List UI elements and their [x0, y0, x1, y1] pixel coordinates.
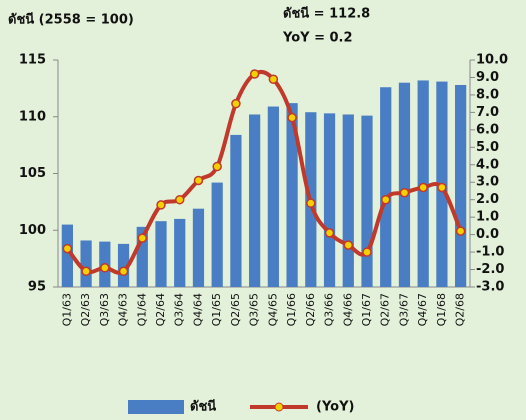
point [362, 247, 372, 257]
y2-tick-label: 3.0 [476, 175, 499, 190]
point [343, 240, 354, 250]
x-tick-label: Q2/65 [229, 293, 242, 326]
x-tick-label: Q3/64 [173, 293, 186, 326]
bar [155, 221, 167, 287]
annotation: ดัชนี = 112.8 [283, 6, 370, 22]
chart-title: ดัชนี (2558 = 100) [8, 12, 134, 28]
x-tick-label: Q4/67 [416, 293, 429, 326]
bar [192, 208, 205, 287]
x-tick-label: Q2/68 [454, 293, 467, 326]
point [118, 266, 129, 277]
point [156, 200, 166, 210]
y2-tick-label: 2.0 [476, 192, 499, 207]
legend-swatch [128, 400, 184, 414]
point [231, 98, 241, 109]
y2-tick-label: 7.0 [476, 105, 499, 120]
y2-tick-label: -1.0 [476, 245, 504, 260]
bar [342, 114, 354, 287]
y-tick-label: 115 [19, 53, 46, 68]
point [81, 266, 91, 277]
legend-label: ดัชนี [190, 399, 216, 415]
point [287, 112, 297, 123]
point [455, 226, 466, 236]
x-tick-label: Q1/68 [435, 293, 448, 326]
bar [211, 182, 223, 287]
bar [398, 82, 411, 287]
bar [286, 103, 298, 287]
y2-tick-label: 4.0 [476, 157, 499, 172]
point [193, 175, 204, 186]
bar [117, 243, 130, 287]
point [380, 194, 391, 205]
x-tick-label: Q1/67 [360, 293, 373, 326]
legend-swatch [274, 402, 284, 412]
point [249, 69, 260, 79]
x-tick-label: Q2/67 [379, 293, 392, 326]
bar [80, 240, 92, 287]
y-tick-label: 100 [19, 223, 46, 238]
y2-tick-label: -3.0 [476, 280, 504, 295]
bar [380, 87, 392, 288]
x-tick-label: Q4/64 [191, 293, 204, 326]
y-tick-label: 95 [28, 280, 46, 295]
point [399, 187, 410, 198]
point [324, 228, 335, 238]
x-tick-label: Q2/64 [154, 293, 167, 326]
bar [361, 115, 373, 288]
y2-tick-label: -2.0 [476, 262, 504, 277]
x-tick-label: Q1/64 [135, 293, 148, 326]
point [174, 194, 185, 205]
y2-tick-label: 0.0 [476, 227, 499, 242]
bar [323, 113, 336, 287]
x-tick-label: Q1/66 [285, 293, 298, 326]
y2-tick-label: 10.0 [476, 53, 508, 68]
y2-tick-label: 5.0 [476, 140, 499, 155]
point [62, 243, 73, 254]
bar [136, 226, 148, 287]
x-tick-label: Q3/63 [98, 293, 111, 326]
x-tick-label: Q1/65 [210, 293, 223, 326]
x-tick-label: Q3/67 [397, 293, 410, 326]
x-tick-label: Q3/65 [248, 293, 261, 326]
point [100, 263, 110, 273]
bar [455, 84, 467, 287]
annotation: YoY = 0.2 [282, 31, 353, 46]
x-tick-label: Q4/63 [117, 293, 130, 326]
y2-tick-label: 1.0 [476, 210, 499, 225]
bar [174, 218, 186, 287]
y-tick-label: 105 [19, 166, 46, 181]
bar [230, 134, 242, 287]
x-tick-label: Q3/66 [323, 293, 336, 326]
line [65, 69, 463, 275]
point [306, 198, 316, 208]
legend-label: (YoY) [316, 400, 354, 415]
bar [249, 114, 261, 287]
y2-tick-label: 9.0 [476, 70, 499, 85]
point [212, 161, 222, 172]
bar [61, 224, 73, 287]
x-tick-label: Q1/63 [60, 293, 73, 326]
x-tick-label: Q2/63 [79, 293, 92, 326]
y2-tick-label: 6.0 [476, 122, 499, 137]
point [437, 182, 447, 193]
point [418, 182, 428, 193]
x-tick-label: Q2/66 [304, 293, 317, 326]
point [268, 74, 279, 84]
bar [267, 106, 279, 287]
x-tick-label: Q4/66 [341, 293, 354, 326]
point [137, 233, 148, 243]
y2-tick-label: 8.0 [476, 87, 499, 102]
y-tick-label: 110 [19, 109, 46, 124]
x-tick-label: Q4/65 [266, 293, 279, 326]
